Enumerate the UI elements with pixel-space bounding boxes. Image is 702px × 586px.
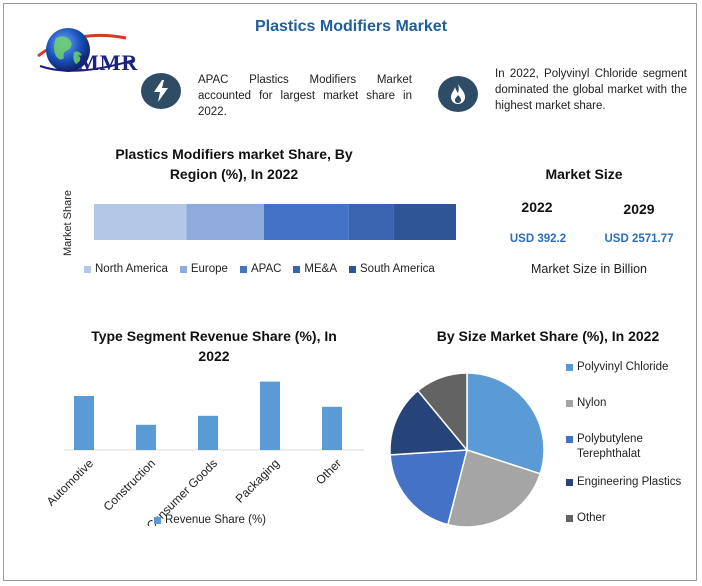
market-size-year-2029: 2029 [623, 201, 655, 217]
type-bar-packaging [260, 381, 280, 450]
region-legend-item-apac: APAC [239, 263, 282, 275]
infographic-frame: Plastics Modifiers Market MMR APAC Plast… [3, 3, 697, 581]
legend-swatch [293, 265, 301, 273]
flame-badge [438, 76, 478, 112]
flame-icon [451, 84, 465, 104]
pie-legend-label: Polyvinyl Chloride [577, 361, 669, 373]
legend-swatch [566, 436, 573, 443]
region-legend-label: Europe [190, 263, 228, 275]
region-legend-label: APAC [250, 263, 282, 275]
market-size-value-2022: USD 392.2 [509, 233, 567, 245]
region-legend-label: North America [95, 263, 168, 275]
legend-swatch [84, 265, 91, 273]
legend-swatch [566, 364, 573, 371]
pie-legend-item-nylon: Nylon [566, 396, 694, 411]
type-tick-label-automotive: Automotive [44, 456, 97, 509]
type-legend-item: Revenue Share (%) [154, 514, 266, 526]
highlight-text-2: In 2022, Polyvinyl Chloride segment domi… [495, 68, 687, 112]
type-tick-label-other: Other [313, 456, 344, 487]
pie-legend-item-other: Other [566, 511, 694, 526]
region-legend-item-south-america: South America [349, 263, 435, 275]
region-segment-apac [263, 204, 349, 240]
region-chart-ylabel: Market Share [62, 189, 74, 256]
globe-icon [37, 28, 135, 72]
lightning-icon [154, 80, 168, 102]
type-bar-construction [136, 424, 156, 450]
page-title: Plastics Modifiers Market [254, 18, 448, 35]
region-legend-item-north-america: North America [84, 263, 168, 275]
market-size-year-2022: 2022 [521, 199, 553, 215]
market-size-value-2029: USD 2571.77 [604, 233, 674, 245]
region-legend: North America Europe APAC ME&A South America [84, 263, 484, 275]
type-bar-automotive [74, 396, 94, 450]
type-tick-label-packaging: Packaging [233, 456, 283, 506]
legend-swatch [566, 400, 573, 407]
region-legend-item-europe: Europe [179, 263, 228, 275]
type-bar-other [322, 406, 342, 450]
logo-text: MMR [78, 50, 139, 75]
legend-swatch [239, 265, 247, 273]
legend-swatch [566, 479, 573, 486]
legend-swatch [349, 265, 357, 273]
pie-legend-item-engineering-plastics: Engineering Plastics [566, 475, 694, 490]
pie-slice-other [416, 372, 468, 453]
legend-swatch [179, 265, 187, 273]
pie-legend-label: Other [577, 512, 606, 524]
pie-legend-label: Engineering Plastics [577, 476, 682, 488]
legend-swatch [566, 515, 573, 522]
region-segment-north-america [94, 204, 187, 240]
pie-slice-nylon [446, 449, 542, 528]
market-size-title: Market Size [545, 166, 623, 182]
pie-slice-polyvinyl-chloride [466, 372, 545, 475]
region-legend-item-meanda: ME&A [293, 263, 337, 275]
pie-legend-item-polyvinyl-chloride: Polyvinyl Chloride [566, 360, 694, 375]
region-chart-title: Plastics Modifiers market Share, By Regi… [115, 146, 353, 182]
region-legend-label: South America [360, 263, 435, 275]
region-stacked-bar [94, 204, 456, 240]
type-chart-title: Type Segment Revenue Share (%), In 2022 [91, 328, 337, 364]
region-legend-label: ME&A [304, 263, 338, 275]
market-size-caption: Market Size in Billion [530, 262, 647, 276]
legend-swatch [154, 516, 161, 524]
lightning-badge [141, 73, 181, 109]
type-legend-label: Revenue Share (%) [165, 514, 266, 526]
pie-slice-engineering-plastics [389, 389, 469, 456]
size-pie-chart [389, 372, 545, 528]
type-bar-consumer-goods [198, 415, 218, 450]
region-segment-meanda [348, 204, 394, 240]
highlight-text-1: APAC Plastics Modifiers Market accounted… [198, 74, 412, 118]
type-tick-label-construction: Construction [101, 456, 159, 514]
pie-legend-item-polybutylene-terephthalat: Polybutylene Terephthalat [566, 432, 694, 462]
pie-legend-label: Polybutylene Terephthalat [577, 433, 643, 460]
mmr-logo: MMR [34, 22, 164, 78]
region-segment-europe [186, 204, 264, 240]
pie-chart-title: By Size Market Share (%), In 2022 [436, 328, 660, 344]
region-segment-south-america [393, 204, 456, 240]
pie-legend-label: Nylon [577, 397, 607, 409]
pie-slice-polybutylene-terephthalat [389, 449, 468, 526]
